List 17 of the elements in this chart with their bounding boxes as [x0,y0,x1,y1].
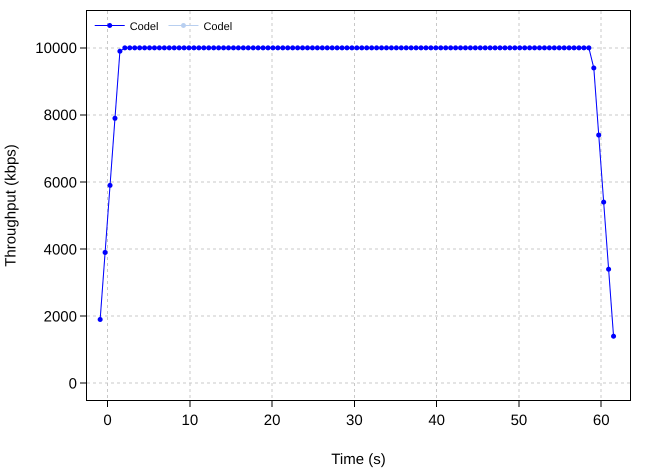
x-tick-label: 40 [428,412,446,429]
legend-label: Codel [130,20,158,33]
y-tick-label: 4000 [44,241,77,258]
x-tick-label: 60 [592,412,610,429]
y-tick-label: 2000 [44,308,77,326]
x-tick-label: 0 [103,412,112,429]
x-axis-title: Time (s) [331,451,386,468]
y-tick-label: 8000 [44,107,77,124]
x-tick-label: 20 [264,412,280,429]
x-tick-label: 50 [510,412,528,429]
y-tick-label: 10000 [35,40,77,58]
y-tick-label: 6000 [44,174,77,192]
x-tick-label: 30 [346,412,363,429]
y-axis-title: Throughput (kbps) [2,144,20,267]
y-tick-label: 0 [68,375,77,392]
x-tick-label: 10 [181,412,198,429]
legend-label: Codel [203,20,232,33]
